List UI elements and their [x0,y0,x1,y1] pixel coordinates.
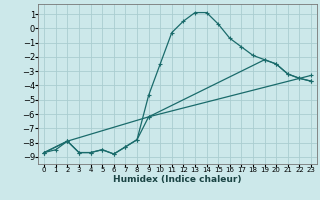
X-axis label: Humidex (Indice chaleur): Humidex (Indice chaleur) [113,175,242,184]
